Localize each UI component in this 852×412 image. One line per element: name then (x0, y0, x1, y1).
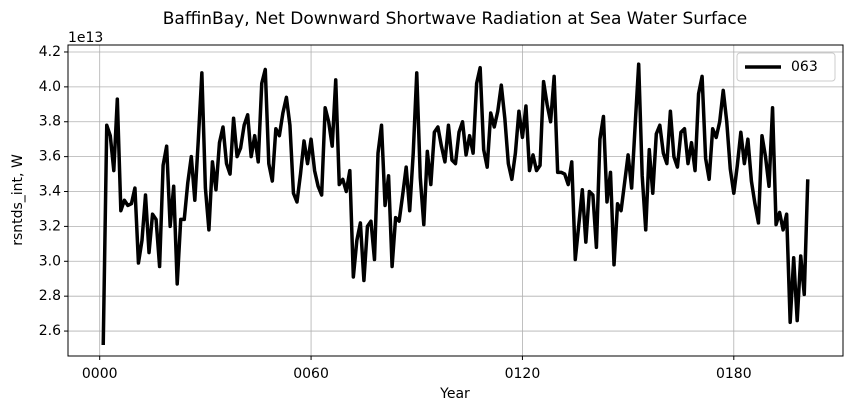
y-tick-label: 3.2 (39, 218, 61, 234)
chart-title: BaffinBay, Net Downward Shortwave Radiat… (163, 9, 747, 29)
x-tick-label: 0060 (293, 366, 329, 382)
y-tick-label: 2.8 (39, 288, 61, 304)
y-tick-label: 3.8 (39, 114, 61, 130)
y-tick-label: 4.2 (39, 44, 61, 60)
x-axis-label: Year (439, 386, 470, 402)
x-tick-label: 0180 (716, 366, 752, 382)
legend-box (736, 52, 836, 82)
y-tick-label: 3.4 (39, 184, 61, 200)
y-tick-label: 2.6 (39, 323, 61, 339)
y-axis-label: rsntds_int, W (10, 154, 26, 246)
plot-frame (67, 44, 844, 357)
y-tick-label: 3.6 (39, 149, 61, 165)
y-tick-label: 3.0 (39, 253, 61, 269)
x-tick-label: 0000 (82, 366, 118, 382)
y-tick-label: 4.0 (39, 79, 61, 95)
x-tick-label: 0120 (505, 366, 541, 382)
y-offset-label: 1e13 (68, 30, 103, 46)
data-line (101, 62, 810, 346)
legend-label: 063 (791, 59, 818, 75)
